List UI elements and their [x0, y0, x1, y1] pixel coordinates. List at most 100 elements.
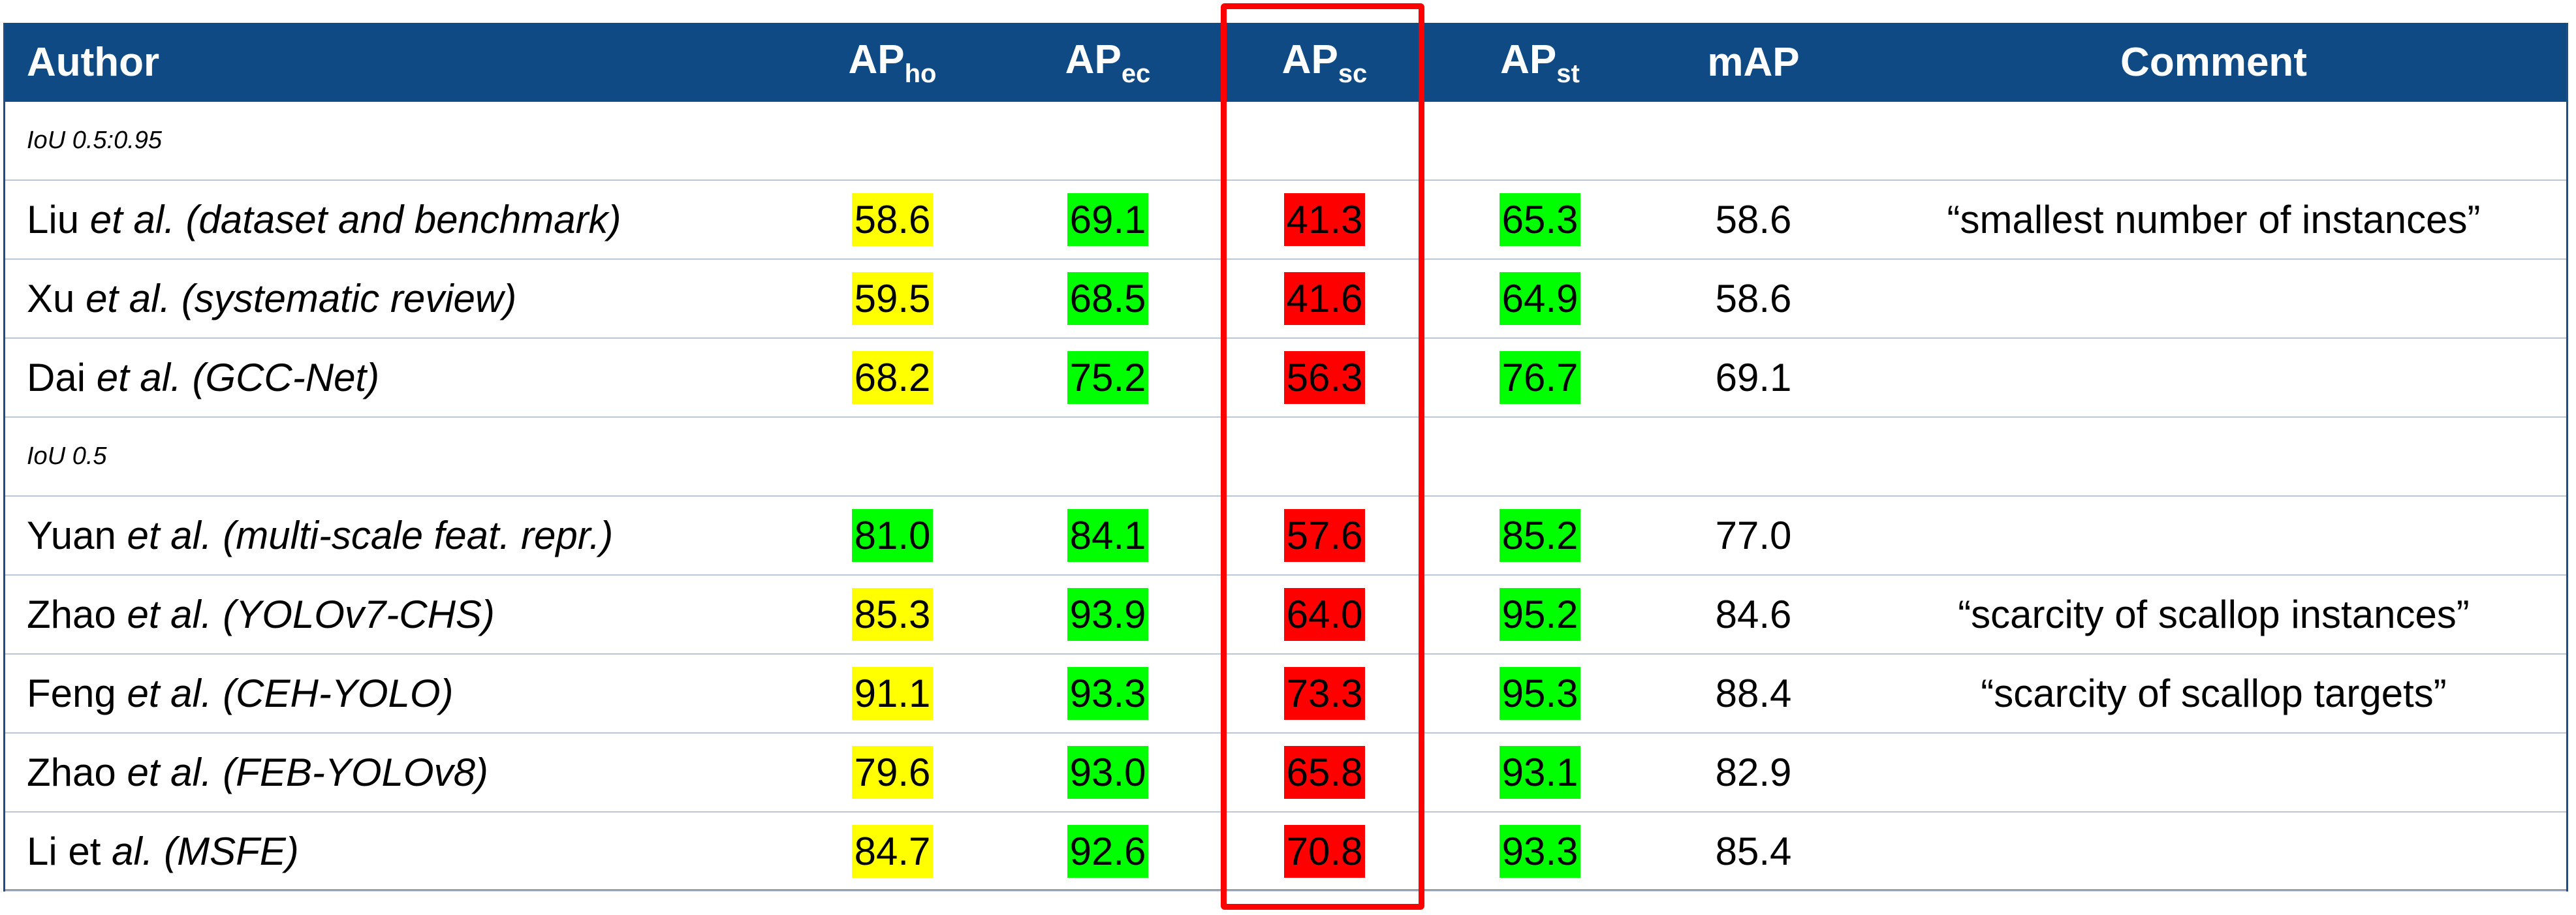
comment: “scarcity of scallop instances” — [1958, 593, 2470, 636]
author-etal: et al. — [89, 198, 175, 241]
header-cell: APsc — [1063, 23, 1586, 102]
ap-cell: 76.7 — [1279, 339, 1801, 416]
author-note: (YOLOv7-CHS) — [223, 593, 495, 636]
ap-cell: 85.2 — [1279, 497, 1801, 574]
ap-value: 41.3 — [1283, 193, 1366, 246]
author-name: Zhao — [27, 593, 116, 636]
ap-cell: 56.3 — [1063, 339, 1586, 416]
author-etal: et al. — [127, 514, 212, 557]
data-row: Dai et al. (GCC-Net) 68.2 75.2 56.3 76.7 69.1 — [5, 339, 2566, 418]
ap-value: 56.3 — [1283, 351, 1366, 404]
author-name: Feng — [27, 672, 116, 715]
header-text: Author — [27, 39, 159, 85]
ap-cell: 68.2 — [631, 339, 1154, 416]
section-row: IoU 0.5:0.95 — [5, 102, 2566, 181]
header-text: Comment — [2120, 39, 2307, 85]
author-note: (MSFE) — [164, 830, 299, 873]
author-etal: al. — [112, 830, 153, 873]
ap-cell: 95.2 — [1279, 576, 1801, 653]
ap-value: 93.1 — [1499, 746, 1581, 799]
author-note: (CEH-YOLO) — [223, 672, 454, 715]
author-name: Li et — [27, 830, 101, 873]
ap-value: 58.6 — [851, 193, 934, 246]
ap-value: 84.7 — [851, 825, 934, 878]
ap-value: 79.6 — [851, 746, 934, 799]
ap-value: 84.1 — [1067, 509, 1149, 562]
header-cell: APho — [631, 23, 1154, 102]
ap-cell: 92.6 — [847, 813, 1369, 890]
comment: “scarcity of scallop targets” — [1981, 672, 2447, 715]
table: Author APho APec APsc APst mAP Comment IoU 0.5:… — [3, 23, 2568, 892]
author-note: (FEB-YOLOv8) — [223, 751, 488, 794]
ap-value: 95.2 — [1499, 588, 1581, 641]
section-row: IoU 0.5 — [5, 418, 2566, 497]
ap-cell: 93.3 — [847, 655, 1369, 732]
header-label: Comment — [2120, 40, 2307, 85]
author-note: (systematic review) — [181, 277, 517, 320]
author-etal: et al. — [96, 356, 181, 399]
ap-value: 59.5 — [851, 272, 934, 325]
header-text: mAP — [1707, 39, 1799, 85]
map-value: 82.9 — [1715, 751, 1792, 794]
author-cell: Li et al. (MSFE) — [27, 813, 299, 890]
ap-value: 95.3 — [1499, 667, 1581, 720]
map-cell: 58.6 — [1492, 181, 2015, 258]
author-etal: et al. — [127, 751, 212, 794]
author-name: Yuan — [27, 514, 116, 557]
header-subscript: st — [1556, 59, 1580, 88]
ap-cell: 65.3 — [1279, 181, 1801, 258]
ap-value: 41.6 — [1283, 272, 1366, 325]
author-note: (multi-scale feat. repr.) — [223, 514, 614, 557]
header-label: AP — [1281, 37, 1338, 82]
header-cell: Comment — [1953, 23, 2475, 102]
header-text: APec — [1065, 37, 1151, 89]
section-label: IoU 0.5:0.95 — [27, 127, 163, 154]
map-cell: 58.6 — [1492, 260, 2015, 337]
highlight-box — [1221, 3, 1424, 910]
author-cell: Zhao et al. (YOLOv7-CHS) — [27, 576, 495, 653]
data-row: Yuan et al. (multi-scale feat. repr.) 81.… — [5, 497, 2566, 576]
author-note: (GCC-Net) — [192, 356, 380, 399]
ap-value: 68.5 — [1067, 272, 1149, 325]
ap-cell: 93.0 — [847, 734, 1369, 811]
author-cell: Yuan et al. (multi-scale feat. repr.) — [27, 497, 613, 574]
map-value: 69.1 — [1715, 356, 1792, 399]
author-etal: et al. — [127, 593, 212, 636]
author-note: (dataset and benchmark) — [185, 198, 621, 241]
ap-cell: 75.2 — [847, 339, 1369, 416]
author-etal: et al. — [127, 672, 212, 715]
header-label: AP — [1065, 37, 1122, 82]
data-row: Feng et al. (CEH-YOLO) 91.1 93.3 73.3 95.3 88… — [5, 655, 2566, 734]
ap-cell: 41.3 — [1063, 181, 1586, 258]
ap-value: 76.7 — [1499, 351, 1581, 404]
map-value: 77.0 — [1715, 514, 1792, 557]
data-row: Li et al. (MSFE) 84.7 92.6 70.8 93.3 85.4 — [5, 813, 2566, 892]
ap-value: 68.2 — [851, 351, 934, 404]
ap-value: 64.0 — [1283, 588, 1366, 641]
header-text: APsc — [1282, 37, 1368, 89]
map-cell: 77.0 — [1492, 497, 2015, 574]
ap-cell: 58.6 — [631, 181, 1154, 258]
map-value: 58.6 — [1715, 198, 1792, 241]
ap-cell: 81.0 — [631, 497, 1154, 574]
ap-cell: 64.0 — [1063, 576, 1586, 653]
header-label: AP — [1500, 37, 1557, 82]
header-text: APst — [1500, 37, 1580, 89]
ap-value: 65.8 — [1283, 746, 1366, 799]
data-row: Zhao et al. (YOLOv7-CHS) 85.3 93.9 64.0 95.2… — [5, 576, 2566, 655]
map-value: 58.6 — [1715, 277, 1792, 320]
map-value: 85.4 — [1715, 830, 1792, 873]
author-name: Liu — [27, 198, 80, 241]
comment: “smallest number of instances” — [1947, 198, 2481, 241]
ap-value: 91.1 — [851, 667, 934, 720]
author-cell: Xu et al. (systematic review) — [27, 260, 516, 337]
map-cell: 69.1 — [1492, 339, 2015, 416]
ap-cell: 93.9 — [847, 576, 1369, 653]
ap-value: 85.3 — [851, 588, 934, 641]
author-cell: Liu et al. (dataset and benchmark) — [27, 181, 621, 258]
map-cell: 84.6 — [1492, 576, 2015, 653]
ap-value: 93.3 — [1067, 667, 1149, 720]
ap-value: 93.3 — [1499, 825, 1581, 878]
ap-cell: 73.3 — [1063, 655, 1586, 732]
map-value: 84.6 — [1715, 593, 1792, 636]
